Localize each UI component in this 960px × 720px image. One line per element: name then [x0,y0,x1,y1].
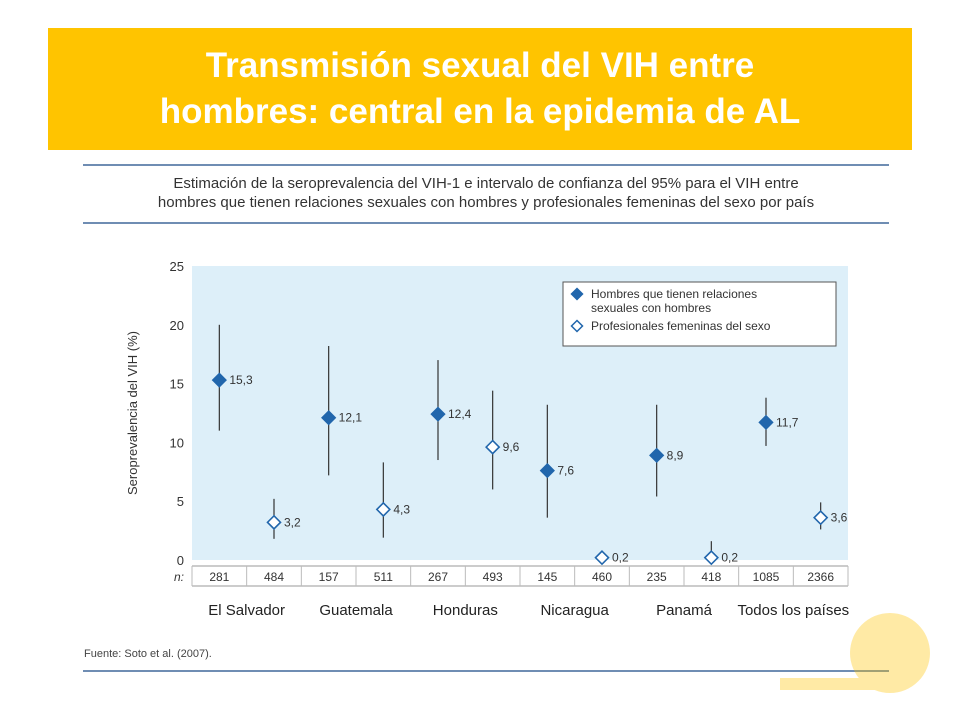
n-value-label: 460 [592,570,612,584]
category-label: Guatemala [319,602,393,619]
fsw-point-marker [594,550,610,566]
msm-point-marker [430,406,446,422]
n-value-label: 157 [319,570,339,584]
figure-caption: Estimación de la seroprevalencia del VIH… [83,174,889,212]
slide-title-line2: hombres: central en la epidemia de AL [159,92,801,131]
figure-source: Fuente: Soto et al. (2007). [84,648,212,660]
point-value-label: 3,6 [831,511,848,525]
n-value-label: 145 [537,570,557,584]
point-value-label: 7,6 [557,464,574,478]
fsw-point-marker [375,501,391,518]
category-label: Nicaragua [540,602,609,619]
y-tick-label: 0 [177,553,184,568]
fsw-point-marker [813,510,829,526]
legend-box [562,281,837,347]
figure-caption-line2: hombres que tienen relaciones sexuales c… [157,194,815,211]
y-tick-label: 20 [170,318,184,333]
n-value-label: 484 [264,570,284,584]
category-label: El Salvador [208,602,285,619]
point-value-label: 0,2 [612,551,629,565]
y-tick-label: 25 [170,259,184,274]
figure-bottom-rule [83,670,889,672]
legend-entry-label: Profesionales femeninas del sexo [591,319,771,333]
y-tick-label: 10 [170,435,184,450]
n-value-label: 511 [374,570,393,584]
category-label: Panamá [656,602,713,619]
category-label: Todos los países [737,602,849,619]
figure-caption-line1: Estimación de la seroprevalencia del VIH… [173,175,799,192]
n-value-label: 235 [647,570,667,584]
y-tick-label: 15 [170,377,184,392]
point-value-label: 3,2 [284,515,301,529]
n-value-label: 2366 [807,570,834,584]
figure-top-rule [83,164,889,166]
msm-point-marker [649,447,665,463]
title-banner: Transmisión sexual del VIH entre hombres… [48,28,912,150]
logo-watermark-icon [780,613,930,693]
point-value-label: 8,9 [667,448,684,462]
y-tick-label: 5 [177,494,184,509]
point-value-label: 12,4 [448,407,472,421]
n-value-label: 1085 [753,570,780,584]
point-value-label: 15,3 [229,373,253,387]
legend-entry-label: sexuales con hombres [591,301,711,315]
point-value-label: 12,1 [339,411,363,425]
fsw-point-marker [703,550,719,566]
point-value-label: 11,7 [776,415,799,429]
point-value-label: 4,3 [393,502,410,516]
n-row-label: n: [174,570,184,584]
msm-point-marker [211,372,227,388]
msm-point-marker [539,462,555,479]
category-label: Honduras [433,602,498,619]
n-value-label: 267 [428,570,448,584]
legend-msm-marker [570,287,584,301]
fsw-point-marker [266,514,282,530]
point-value-label: 9,6 [503,440,520,454]
figure-caption-rule [83,222,889,224]
n-value-label: 493 [483,570,503,584]
n-value-label: 418 [701,570,721,584]
n-value-label: 281 [209,570,229,584]
legend-entry-label: Hombres que tienen relaciones [591,287,757,301]
fsw-point-marker [485,439,501,455]
slide-title: Transmisión sexual del VIH entre hombres… [160,43,801,135]
msm-point-marker [758,414,774,431]
point-value-label: 0,2 [721,551,738,565]
msm-point-marker [321,410,337,426]
legend-fsw-marker [570,319,584,333]
slide-title-line1: Transmisión sexual del VIH entre [205,46,755,85]
y-axis-label: Seroprevalencia del VIH (%) [125,331,140,495]
